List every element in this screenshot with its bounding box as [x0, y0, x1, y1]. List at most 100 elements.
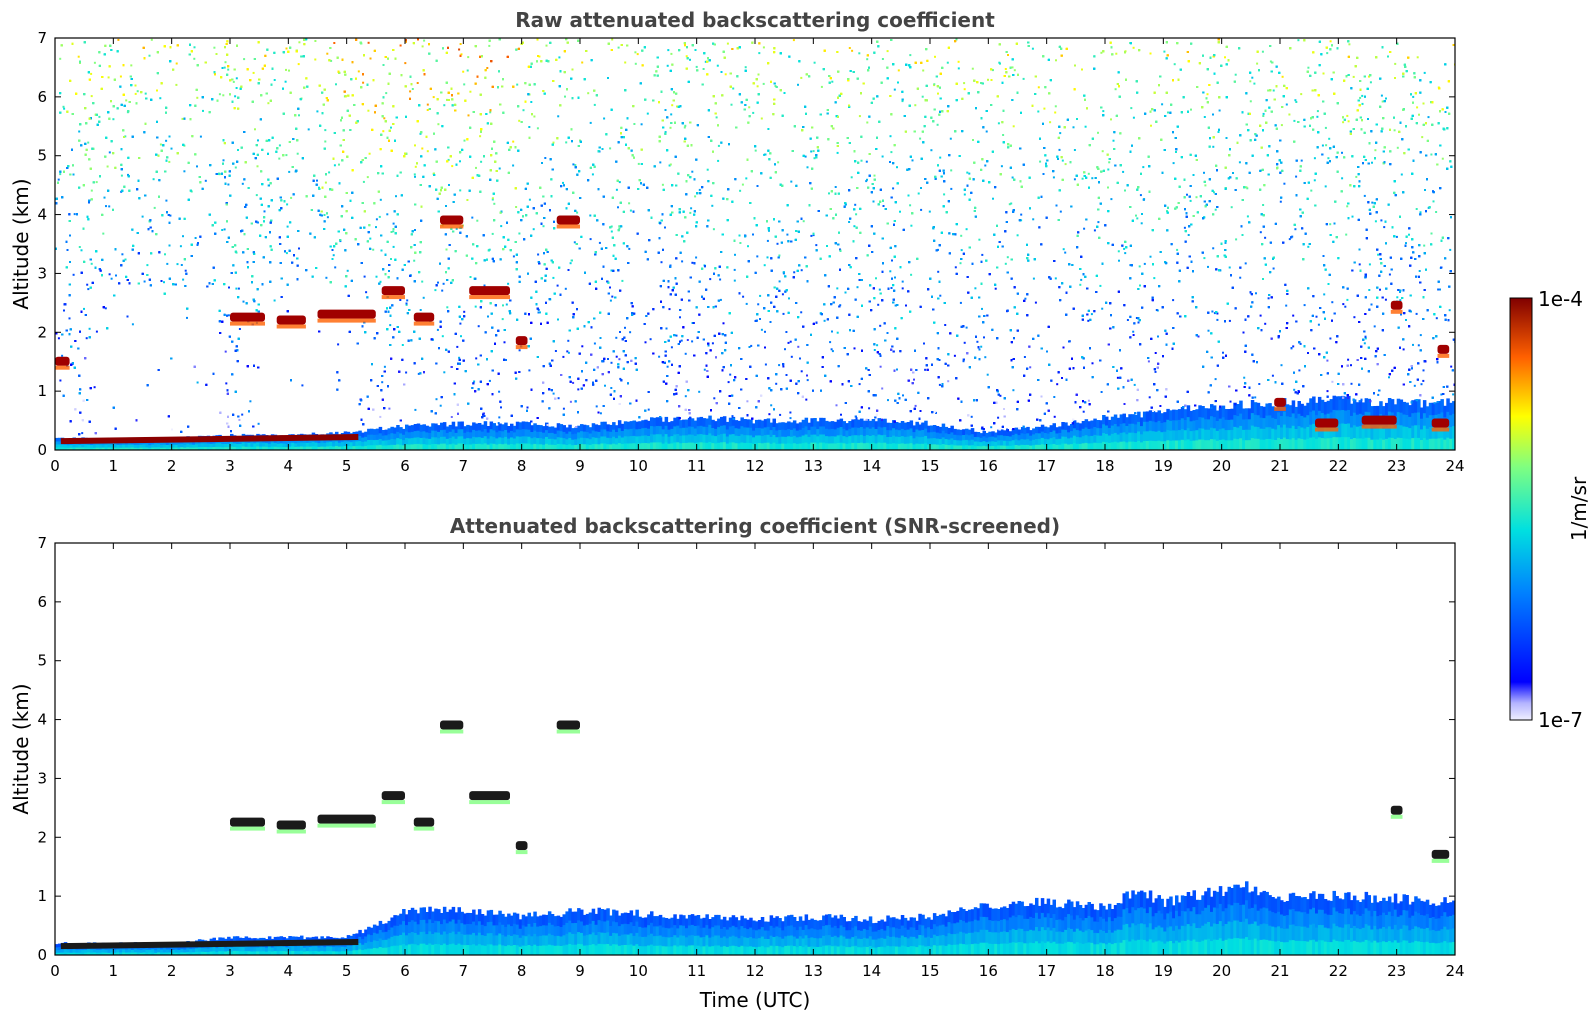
noise-pixel [491, 232, 494, 235]
noise-pixel [1297, 39, 1300, 42]
noise-pixel [1133, 383, 1136, 386]
noise-pixel [150, 38, 153, 41]
aerosol-cell [308, 442, 313, 447]
aerosol-cell [1128, 432, 1132, 442]
aerosol-cell [620, 436, 625, 444]
aerosol-cell [95, 447, 100, 450]
aerosol-cell [746, 434, 750, 443]
noise-pixel [152, 178, 155, 181]
aerosol-cell [1364, 398, 1369, 412]
aerosol-cell [1312, 436, 1316, 450]
noise-pixel [1080, 278, 1083, 281]
noise-pixel [366, 176, 369, 179]
aerosol-cell [731, 416, 736, 426]
noise-pixel [629, 331, 632, 334]
noise-pixel [1213, 312, 1216, 315]
aerosol-cell [967, 434, 972, 441]
aerosol-cell [162, 444, 167, 448]
aerosol-cell [477, 423, 482, 431]
noise-pixel [1430, 153, 1433, 156]
aerosol-cell [1358, 437, 1363, 450]
noise-pixel [1344, 305, 1347, 308]
aerosol-cell [772, 442, 776, 450]
aerosol-cell [638, 421, 642, 429]
aerosol-cell [1169, 440, 1173, 450]
aerosol-cell [75, 447, 79, 450]
noise-pixel [1317, 323, 1320, 326]
aerosol-cell [807, 429, 811, 437]
aerosol-cell [1163, 412, 1167, 423]
aerosol-cell [367, 439, 371, 446]
noise-pixel [683, 126, 686, 129]
aerosol-cell [781, 436, 785, 444]
aerosol-cell [664, 416, 669, 426]
aerosol-cell [921, 422, 925, 430]
aerosol-cell [755, 442, 759, 450]
aerosol-cell [454, 432, 459, 439]
aerosol-cell [816, 421, 820, 430]
aerosol-cell [903, 429, 908, 437]
aerosol-cell [865, 442, 870, 450]
noise-pixel [966, 171, 969, 174]
aerosol-cell [772, 426, 776, 435]
aerosol-cell [466, 437, 470, 445]
aerosol-cell [746, 442, 750, 450]
aerosol-cell [635, 435, 639, 444]
aerosol-cell [206, 442, 211, 447]
aerosol-cell [988, 440, 992, 447]
aerosol-cell [822, 417, 826, 427]
aerosol-cell [877, 434, 881, 443]
noise-pixel [1228, 319, 1231, 322]
aerosol-cell [927, 431, 931, 439]
noise-pixel [901, 280, 904, 283]
aerosol-cell [1000, 429, 1004, 436]
aerosol-cell [702, 418, 706, 427]
aerosol-cell [507, 444, 511, 450]
noise-pixel [946, 61, 949, 64]
aerosol-cell [842, 428, 846, 437]
aerosol-cell [787, 421, 791, 430]
aerosol-cell [696, 425, 701, 435]
noise-pixel [117, 38, 120, 41]
aerosol-cell [1093, 434, 1097, 443]
noise-pixel [1359, 96, 1362, 99]
aerosol-cell [1207, 429, 1211, 441]
aerosol-cell [253, 446, 257, 450]
aerosol-cell [1131, 414, 1135, 424]
noise-pixel [984, 356, 987, 359]
aerosol-cell [1341, 395, 1345, 410]
aerosol-cell [1414, 437, 1418, 450]
noise-pixel [90, 72, 93, 75]
aerosol-cell [1140, 425, 1144, 435]
noise-pixel [640, 123, 643, 126]
aerosol-cell [685, 419, 689, 428]
aerosol-cell [335, 440, 339, 446]
aerosol-cell [819, 417, 823, 427]
aerosol-cell [1067, 437, 1071, 445]
noise-pixel [754, 149, 757, 152]
aerosol-cell [375, 428, 380, 435]
noise-pixel [624, 326, 626, 329]
aerosol-cell [267, 446, 272, 450]
noise-pixel [1123, 247, 1126, 250]
noise-pixel [515, 206, 518, 208]
aerosol-cell [547, 438, 552, 445]
aerosol-cell [1058, 438, 1062, 445]
noise-pixel [552, 141, 555, 144]
aerosol-cell [1116, 433, 1121, 443]
aerosol-cell [752, 436, 756, 444]
aerosol-cell [623, 442, 628, 450]
aerosol-cell [947, 433, 951, 440]
aerosol-cell [1227, 409, 1231, 420]
noise-pixel [78, 130, 81, 133]
aerosol-cell [375, 433, 380, 440]
aerosol-cell [209, 446, 214, 450]
aerosol-cell [1431, 402, 1436, 416]
aerosol-cell [343, 440, 348, 446]
noise-pixel [414, 408, 417, 411]
aerosol-cell [965, 434, 969, 440]
noise-pixel [222, 159, 225, 162]
noise-pixel [910, 224, 913, 227]
aerosol-cell [804, 433, 809, 443]
aerosol-cell [469, 425, 473, 433]
